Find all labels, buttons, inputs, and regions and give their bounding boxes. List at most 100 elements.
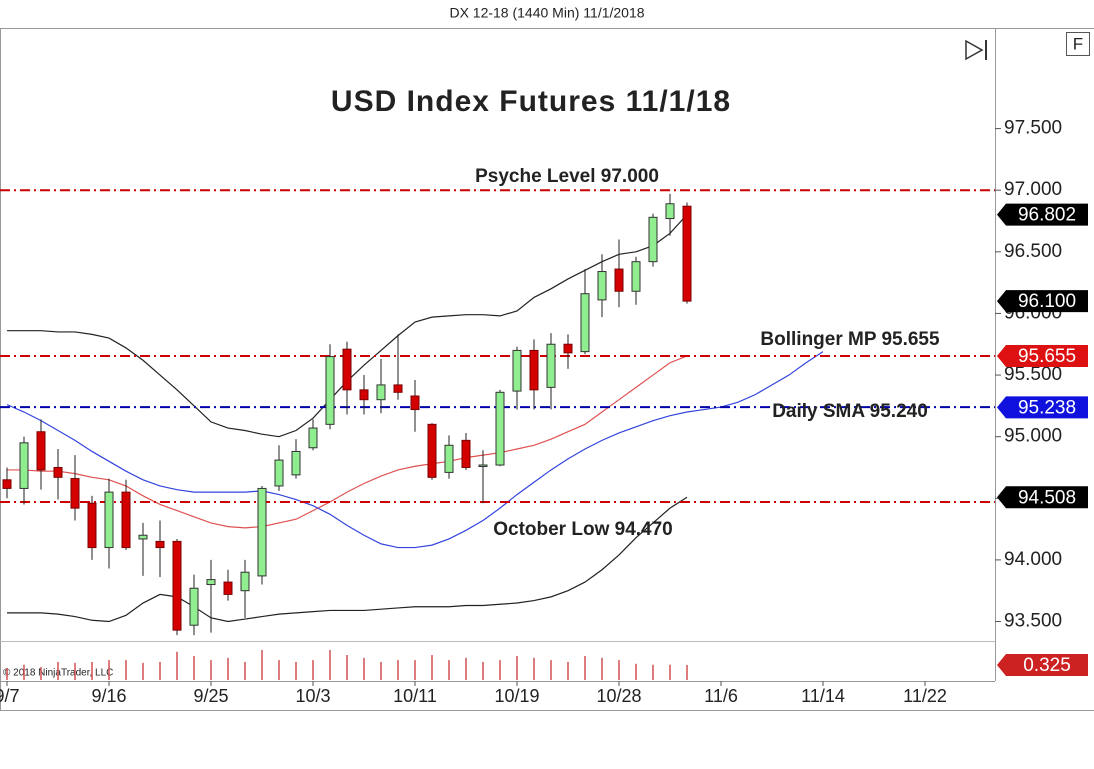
volume-bar [40, 667, 42, 680]
x-tick-label: 10/28 [596, 686, 641, 706]
volume-bar [142, 662, 144, 680]
volume-bar [278, 660, 280, 680]
volume-bar [193, 655, 195, 680]
candle-body [597, 271, 607, 301]
candle-body [36, 431, 46, 471]
x-tick-label: 9/7 [0, 686, 20, 706]
volume-bar [567, 661, 569, 680]
level-label: October Low 94.470 [493, 519, 673, 540]
candle-body [87, 502, 97, 549]
volume-bar [584, 655, 586, 680]
volume-bar [499, 660, 501, 680]
price-tag-label: 96.802 [1018, 205, 1076, 226]
candle-body [257, 487, 267, 577]
candle-body [223, 581, 233, 595]
x-tick-label: 9/25 [193, 686, 228, 706]
volume-bar [74, 662, 76, 680]
candle-body [291, 450, 301, 476]
candle-body [2, 479, 12, 489]
volume-bar [91, 661, 93, 680]
candle-body [342, 348, 352, 391]
y-tick-label: 94.000 [1004, 549, 1062, 570]
candle-body [631, 261, 641, 292]
indicator-line [6, 351, 824, 549]
volume-bar [57, 661, 59, 680]
x-tick-label: 11/14 [801, 686, 845, 706]
candle-body [648, 216, 658, 263]
volume-bar [23, 664, 25, 680]
candle-body [495, 391, 505, 466]
volume-bar [346, 655, 348, 680]
y-tick-label: 95.500 [1004, 364, 1062, 385]
volume-bar [686, 664, 688, 680]
volume-bar [482, 661, 484, 680]
volume-bar [244, 661, 246, 680]
price-tag-label: 95.655 [1018, 346, 1076, 367]
y-tick-label: 96.500 [1004, 241, 1062, 262]
x-tick-label: 11/22 [903, 686, 947, 706]
price-tag-label: 96.100 [1018, 291, 1076, 312]
volume-bar [550, 660, 552, 680]
volume-bar [6, 667, 8, 680]
level-label: Daily SMA 95.240 [772, 401, 928, 422]
candle-body [546, 343, 556, 388]
x-tick-label: 11/6 [704, 686, 738, 706]
price-tag [997, 396, 1088, 419]
scroll-end-icon[interactable] [965, 39, 987, 61]
candle-body [512, 349, 522, 392]
volume-bar [618, 660, 620, 680]
volume-bar [601, 657, 603, 680]
volume-bar [176, 651, 178, 680]
volume-bar [210, 660, 212, 680]
volume-bar [329, 649, 331, 680]
candle-body [19, 442, 29, 489]
candle-body [478, 464, 488, 468]
candle-body [308, 427, 318, 449]
volume-bar [397, 660, 399, 680]
y-tick-label: 97.000 [1004, 179, 1062, 200]
candle-body [138, 534, 148, 540]
candle-body [563, 343, 573, 354]
candle-body [614, 268, 624, 292]
candle-body [359, 389, 369, 401]
y-tick-label: 95.000 [1004, 426, 1062, 447]
volume-bar [380, 661, 382, 680]
candle-body [682, 205, 692, 302]
candle-body [104, 491, 114, 549]
candle-body [665, 203, 675, 220]
volume-bar [431, 655, 433, 680]
volume-bar [465, 657, 467, 680]
candle-body [189, 587, 199, 626]
candle-body [461, 439, 471, 468]
corner-label[interactable]: F [1073, 34, 1083, 53]
candle-body [325, 356, 335, 425]
price-tag-label: 95.238 [1018, 397, 1076, 418]
price-tag-label: 0.325 [1023, 655, 1071, 676]
volume-bar [227, 657, 229, 680]
price-tag [997, 290, 1088, 313]
corner-box[interactable] [1066, 32, 1090, 56]
candle-body [410, 395, 420, 411]
candle-body [240, 571, 250, 592]
volume-bar [125, 660, 127, 680]
candle-body [580, 293, 590, 353]
candle-body [444, 444, 454, 473]
price-tag [997, 653, 1088, 676]
candle-body [529, 349, 539, 391]
candle-body [274, 459, 284, 487]
volume-bar [312, 660, 314, 680]
volume-bar [652, 664, 654, 680]
candle-body [427, 423, 437, 478]
price-tag [997, 344, 1088, 367]
candle-body [155, 540, 165, 549]
indicator-line [7, 355, 688, 529]
chart-header: DX 12-18 (1440 Min) 11/1/2018 [449, 5, 644, 21]
candle-body [172, 540, 182, 631]
x-tick-label: 10/3 [295, 686, 330, 706]
scroll-arrow[interactable] [965, 39, 984, 61]
x-tick-label: 10/11 [393, 686, 437, 706]
candle-body [393, 384, 403, 393]
volume-bar [414, 660, 416, 680]
